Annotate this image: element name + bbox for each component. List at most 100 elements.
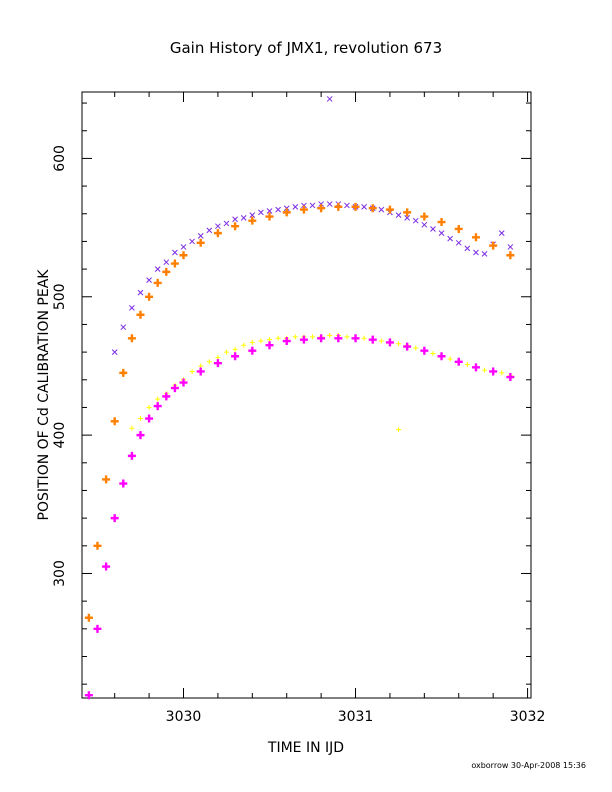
y-tick-label: 400 xyxy=(52,422,68,449)
data-point xyxy=(163,259,170,266)
data-point xyxy=(464,362,470,368)
fit-point xyxy=(145,292,154,301)
data-point xyxy=(146,404,152,410)
data-point xyxy=(275,335,281,341)
fit-point xyxy=(213,229,222,238)
data-point xyxy=(292,203,299,210)
data-point xyxy=(275,206,281,213)
data-point xyxy=(137,416,143,422)
data-point xyxy=(224,349,230,355)
data-point xyxy=(361,335,367,341)
fit-point xyxy=(102,475,111,484)
fit-point xyxy=(334,202,343,211)
x-axis-label: TIME IN IJD xyxy=(267,740,344,756)
fit-point xyxy=(420,212,429,221)
data-point xyxy=(241,342,247,348)
fit-point xyxy=(231,222,240,231)
data-point xyxy=(206,227,213,234)
footer-stamp: oxborrow 30-Apr-2008 15:36 xyxy=(471,761,586,770)
fit-point xyxy=(437,218,446,227)
data-point xyxy=(482,367,488,373)
fit-point xyxy=(136,310,145,319)
fit-point xyxy=(368,204,377,213)
data-point xyxy=(137,289,144,296)
fit-point xyxy=(351,202,360,211)
data-point xyxy=(172,249,178,256)
data-point xyxy=(413,345,419,351)
fit-series-2 xyxy=(84,202,515,622)
data-point xyxy=(215,223,221,230)
data-point xyxy=(154,266,161,272)
fit-point xyxy=(153,402,162,411)
fit-point xyxy=(119,479,128,488)
fit-point xyxy=(385,205,394,214)
plot-frame xyxy=(81,91,532,699)
fit-point xyxy=(248,346,257,355)
fit-point xyxy=(265,212,274,221)
data-point xyxy=(412,217,419,224)
data-point xyxy=(180,244,187,250)
fit-point xyxy=(110,514,119,523)
data-point xyxy=(155,396,161,402)
fit-point xyxy=(102,562,111,571)
fit-point xyxy=(351,334,360,343)
y-axis-label: POSITION OF Cd CALIBRATION PEAK xyxy=(36,269,52,521)
fit-point xyxy=(119,368,128,377)
data-point xyxy=(473,249,479,256)
data-point xyxy=(232,216,238,223)
chart-title: Gain History of JMX1, revolution 673 xyxy=(170,39,442,57)
data-point xyxy=(129,425,135,431)
data-point xyxy=(111,349,118,355)
data-point xyxy=(395,212,402,218)
data-point xyxy=(438,230,445,236)
fit-point xyxy=(420,346,429,355)
fit-point xyxy=(506,251,515,260)
fit-point xyxy=(179,378,188,387)
data-point xyxy=(344,334,350,340)
data-point xyxy=(310,334,316,340)
fit-point xyxy=(145,414,154,423)
data-point xyxy=(249,339,255,345)
data-point xyxy=(258,338,264,344)
data-point xyxy=(146,277,152,284)
fit-point xyxy=(282,208,291,217)
fit-point xyxy=(162,392,171,401)
fit-point xyxy=(170,259,179,268)
y-tick-label: 600 xyxy=(52,145,68,172)
data-point xyxy=(396,341,402,347)
data-point xyxy=(258,209,264,216)
data-point xyxy=(301,202,307,209)
data-point xyxy=(266,208,273,214)
fit-point xyxy=(317,204,326,213)
fit-point xyxy=(93,541,102,550)
fit-point xyxy=(403,342,412,351)
data-point xyxy=(344,202,350,209)
fit-point xyxy=(317,334,326,343)
data-series-0 xyxy=(111,96,514,355)
fit-point xyxy=(489,367,498,376)
fit-point xyxy=(153,278,162,287)
data-point xyxy=(481,251,488,257)
data-point xyxy=(447,356,453,362)
data-point xyxy=(361,203,367,210)
data-point xyxy=(447,235,453,242)
fit-point xyxy=(282,337,291,346)
fit-series-3 xyxy=(84,334,515,700)
data-point xyxy=(404,215,410,221)
data-point xyxy=(396,427,402,433)
data-points xyxy=(84,96,515,700)
data-point xyxy=(378,338,384,344)
data-point xyxy=(464,245,471,252)
data-point xyxy=(507,244,514,250)
fit-point xyxy=(299,335,308,344)
data-point xyxy=(327,333,333,339)
data-point xyxy=(206,359,212,365)
x-tick-label: 3032 xyxy=(510,709,546,725)
data-point xyxy=(430,226,436,232)
fit-point xyxy=(471,233,480,242)
fit-point xyxy=(127,334,136,343)
tick-labels: 3030 3031 3032 300 400 500 600 xyxy=(52,145,545,725)
data-point xyxy=(129,304,135,311)
data-point xyxy=(326,96,333,102)
